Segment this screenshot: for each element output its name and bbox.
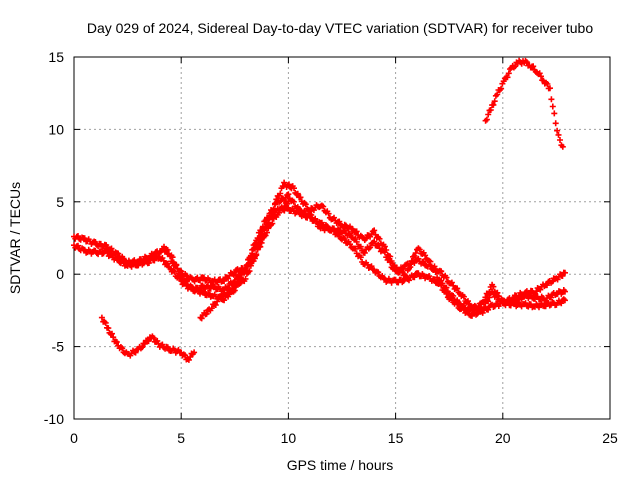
axis-ticks xyxy=(73,56,611,420)
trace-main-d xyxy=(197,198,292,322)
x-tick-labels: 0 5 10 15 20 25 xyxy=(70,430,618,446)
x-tick-label: 20 xyxy=(495,430,511,446)
trace-short-segment-marks xyxy=(98,314,198,363)
y-tick-label: -10 xyxy=(44,411,64,427)
trace-short-segment xyxy=(98,314,198,363)
y-tick-label: 0 xyxy=(56,266,64,282)
data-series xyxy=(71,57,568,363)
x-tick-label: 10 xyxy=(281,430,297,446)
chart-title: Day 029 of 2024, Sidereal Day-to-day VTE… xyxy=(87,20,594,36)
y-tick-label: 10 xyxy=(48,121,64,137)
x-tick-label: 15 xyxy=(388,430,404,446)
y-tick-label: -5 xyxy=(52,339,65,355)
trace-main-c-marks xyxy=(161,179,568,314)
y-tick-label: 15 xyxy=(48,49,64,65)
y-axis-label: SDTVAR / TECUs xyxy=(7,182,23,294)
trace-main-b-marks xyxy=(71,204,568,319)
trace-main-b xyxy=(71,204,568,319)
trace-main-c xyxy=(161,179,568,314)
x-tick-label: 25 xyxy=(602,430,618,446)
x-tick-label: 5 xyxy=(177,430,185,446)
y-tick-label: 5 xyxy=(56,194,64,210)
trace-high-arc xyxy=(482,57,566,150)
trace-main-d-marks xyxy=(197,198,292,322)
trace-high-arc-marks xyxy=(482,57,566,150)
x-tick-label: 0 xyxy=(70,430,78,446)
y-tick-labels: -10 -5 0 5 10 15 xyxy=(44,49,64,427)
grid-lines xyxy=(74,57,610,419)
x-axis-label: GPS time / hours xyxy=(287,457,394,473)
